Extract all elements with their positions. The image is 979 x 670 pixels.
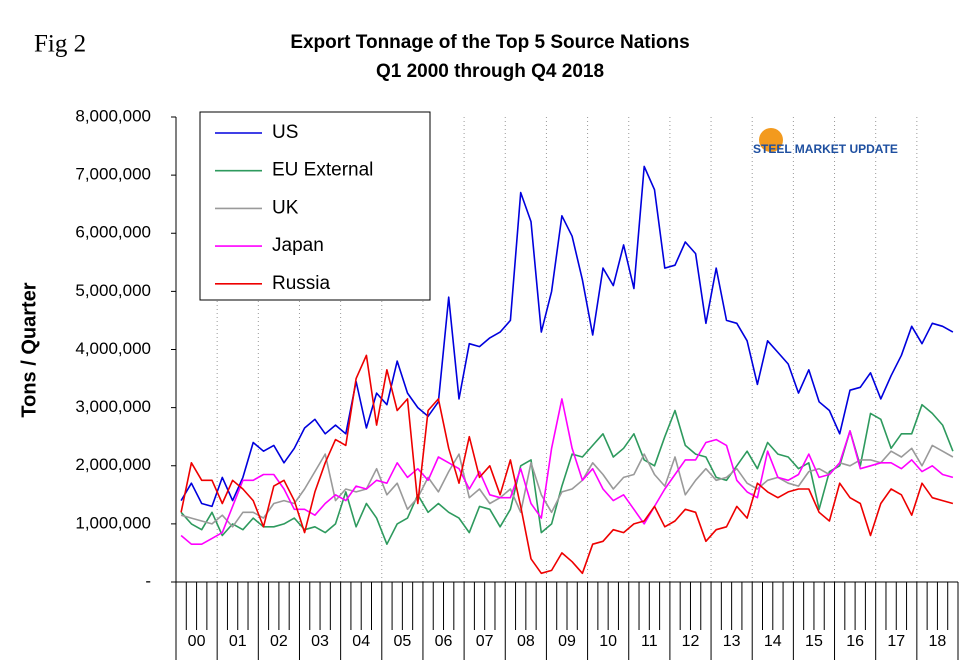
y-axis-label: Tons / Quarter xyxy=(18,282,40,417)
series-line xyxy=(180,354,954,575)
legend: US EU External UK Japan Russia xyxy=(199,111,431,301)
legend-label: Japan xyxy=(272,235,324,256)
chart-subtitle: Q1 2000 through Q4 2018 xyxy=(376,61,604,82)
x-group-label: 03 xyxy=(311,633,329,650)
legend-label: UK xyxy=(272,197,299,218)
legend-label: Russia xyxy=(272,273,331,294)
chart-title: Export Tonnage of the Top 5 Source Natio… xyxy=(290,32,689,53)
y-tick-label: 2,000,000 xyxy=(75,455,151,474)
x-group-label: 12 xyxy=(682,633,700,650)
x-group-label: 06 xyxy=(435,633,453,650)
x-group-label: 18 xyxy=(929,633,947,650)
x-group-label: 04 xyxy=(352,633,370,650)
logo-text: STEEL MARKET UPDATE xyxy=(753,142,898,156)
series-line xyxy=(180,165,954,508)
logo-mark xyxy=(759,128,783,152)
series-line xyxy=(180,444,954,528)
legend-label: US xyxy=(272,122,298,143)
y-tick-label: 8,000,000 xyxy=(75,106,151,125)
x-group-label: 16 xyxy=(846,633,864,650)
x-group-label: 08 xyxy=(517,633,535,650)
x-group-label: 09 xyxy=(558,633,576,650)
x-group-label: 02 xyxy=(270,633,288,650)
x-group-label: 10 xyxy=(599,633,617,650)
y-tick-label: 6,000,000 xyxy=(75,223,151,242)
x-group-label: 17 xyxy=(887,633,905,650)
series-line xyxy=(180,403,954,546)
y-tick-label: 1,000,000 xyxy=(75,513,151,532)
legend-box xyxy=(199,111,431,301)
x-group-label: 14 xyxy=(764,633,782,650)
fig-label: Fig 2 xyxy=(34,31,86,58)
y-tick-label: - xyxy=(145,571,151,590)
x-group-label: 15 xyxy=(805,633,823,650)
x-group-label: 13 xyxy=(723,633,741,650)
x-group-label: 05 xyxy=(393,633,411,650)
legend-label: EU External xyxy=(272,160,373,181)
x-group-label: 00 xyxy=(188,633,206,650)
x-group-label: 11 xyxy=(641,633,658,650)
y-tick-label: 7,000,000 xyxy=(75,165,151,184)
y-tick-label: 4,000,000 xyxy=(75,339,151,358)
y-tick-label: 5,000,000 xyxy=(75,281,151,300)
logo: STEEL MARKET UPDATE xyxy=(753,128,898,156)
x-group-label: 01 xyxy=(229,633,247,650)
y-tick-label: 3,000,000 xyxy=(75,397,151,416)
x-group-label: 07 xyxy=(476,633,494,650)
